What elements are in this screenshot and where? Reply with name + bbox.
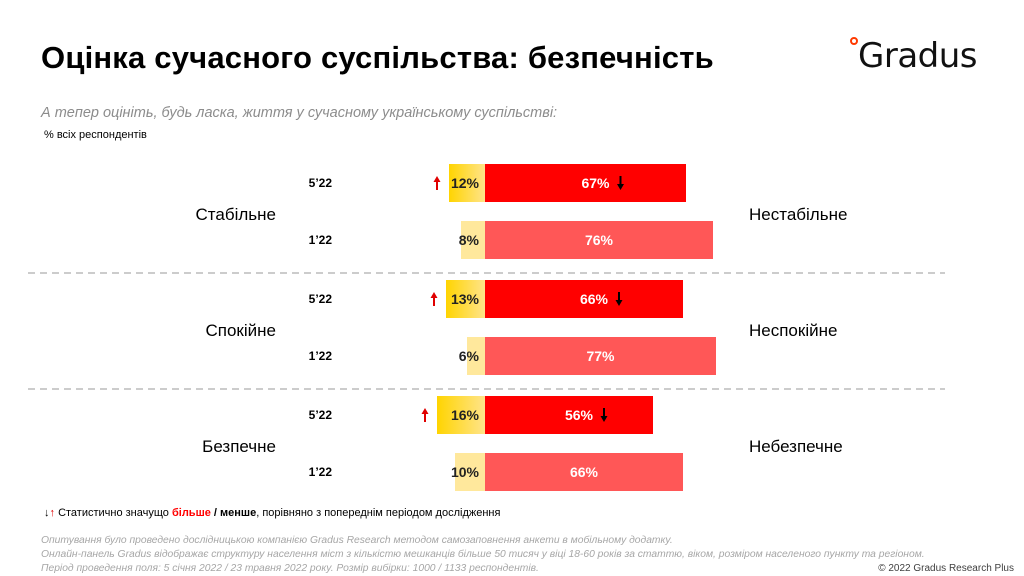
legend-suffix: , порівняно з попереднім періодом дослід… (256, 507, 501, 519)
value-label-left: 13% (451, 291, 480, 307)
question-subtitle: А тепер оцініть, будь ласка, життя у суч… (41, 105, 558, 121)
value-label-left: 12% (451, 175, 480, 191)
copyright: © 2022 Gradus Research Plus (878, 563, 1014, 574)
bar-right (485, 337, 716, 375)
bar-right (485, 453, 683, 491)
group-right-label: Неспокійне (749, 321, 837, 340)
period-label: 5’22 (309, 292, 333, 306)
value-label-left: 6% (459, 348, 480, 364)
group-left-label: Спокійне (206, 321, 277, 340)
arrow-down-icon: ↓ (44, 507, 50, 519)
footnote-line-2: Онлайн-панель Gradus відображає структур… (41, 549, 925, 574)
bar-left (449, 164, 485, 202)
bar-right (485, 280, 683, 318)
bar-right (485, 396, 653, 434)
group-right-label: Небезпечне (749, 437, 843, 456)
arrow-down-icon (600, 408, 608, 422)
arrow-up-icon (421, 408, 429, 422)
logo-text: Gradus (858, 36, 978, 76)
bar-left (446, 280, 485, 318)
legend-prefix: Статистично значущо (58, 507, 172, 519)
bar-left (461, 221, 485, 259)
arrow-up-icon (430, 292, 438, 306)
logo-dot-icon (850, 37, 858, 45)
bar-right (485, 164, 686, 202)
methodology-footnote: Опитування було проведено дослідницькою … (41, 534, 941, 576)
group-left-label: Стабільне (196, 205, 276, 224)
significance-legend: ↓↑ Статистично значущо більше / менше, п… (44, 507, 500, 519)
group-right-label: Нестабільне (749, 205, 847, 224)
period-label: 5’22 (309, 176, 333, 190)
arrow-down-icon (617, 176, 624, 190)
value-label-right: 56% (565, 407, 594, 423)
arrow-down-icon (615, 292, 623, 306)
bar-left (455, 453, 485, 491)
arrow-up-icon (433, 176, 441, 190)
value-label-left: 16% (451, 407, 480, 423)
period-label: 1’22 (309, 465, 333, 479)
bar-left (467, 337, 485, 375)
period-label: 5’22 (309, 408, 333, 422)
period-label: 1’22 (309, 349, 333, 363)
arrow-up-icon: ↑ (49, 507, 56, 519)
period-label: 1’22 (309, 233, 333, 247)
value-label-right: 66% (580, 291, 609, 307)
page-title: Оцінка сучасного суспільства: безпечніст… (41, 40, 714, 75)
value-label-right: 67% (581, 175, 610, 191)
value-label-right: 66% (570, 464, 599, 480)
footnote-line-1: Опитування було проведено дослідницькою … (41, 535, 673, 546)
legend-less: менше (220, 507, 257, 519)
bar-right (485, 221, 713, 259)
base-note: % всіх респондентів (44, 129, 147, 141)
legend-sep: / (210, 507, 221, 519)
value-label-left: 8% (459, 232, 480, 248)
value-label-left: 10% (451, 464, 480, 480)
value-label-right: 77% (586, 348, 615, 364)
legend-more: більше (171, 507, 211, 519)
value-label-right: 76% (585, 232, 614, 248)
group-left-label: Безпечне (202, 437, 276, 456)
bar-left (437, 396, 485, 434)
gradus-logo: Gradus (849, 34, 989, 82)
